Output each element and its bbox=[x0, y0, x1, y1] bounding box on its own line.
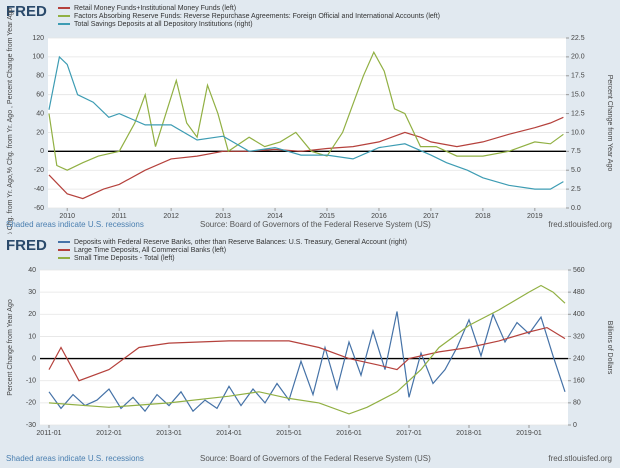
y-tick-label: -20 bbox=[26, 400, 36, 407]
y-tick-label: -10 bbox=[26, 378, 36, 385]
y-tick-label: -20 bbox=[34, 167, 44, 174]
y-tick-label: 0 bbox=[32, 355, 36, 362]
y2-tick-label: 15.0 bbox=[571, 92, 585, 99]
x-tick-label: 2011 bbox=[112, 213, 127, 220]
y-tick-label: 20 bbox=[36, 129, 44, 136]
x-tick-label: 2013 bbox=[215, 213, 231, 220]
legend-label: Large Time Deposits, All Commercial Bank… bbox=[74, 247, 226, 254]
y-tick-label: -60 bbox=[34, 205, 44, 212]
plot-area bbox=[40, 270, 568, 425]
y2-tick-label: 12.5 bbox=[571, 110, 585, 117]
y2-tick-label: 560 bbox=[573, 267, 585, 274]
x-tick-label: 2018 bbox=[475, 213, 491, 220]
x-tick-label: 2013-01 bbox=[156, 430, 182, 437]
legend-label: Factors Absorbing Reserve Funds: Reverse… bbox=[74, 13, 440, 20]
y-tick-label: 40 bbox=[36, 110, 44, 117]
logo: FRED bbox=[6, 3, 47, 20]
y-axis-label: % Chg. from Yr. Ago,% Chg. from Yr. Ago … bbox=[7, 7, 14, 238]
y2-tick-label: 240 bbox=[573, 355, 585, 362]
series-line bbox=[48, 311, 566, 413]
legend-label: Total Savings Deposits at all Depository… bbox=[74, 21, 253, 28]
y-tick-label: 80 bbox=[36, 73, 44, 80]
y2-tick-label: 80 bbox=[573, 400, 581, 407]
y2-tick-label: 160 bbox=[573, 378, 585, 385]
x-tick-label: 2011-01 bbox=[36, 430, 61, 437]
recession-note: Shaded areas indicate U.S. recessions bbox=[6, 454, 144, 463]
y-tick-label: 40 bbox=[28, 267, 36, 274]
x-tick-label: 2015-01 bbox=[276, 430, 302, 437]
y2-tick-label: 2.5 bbox=[571, 186, 581, 193]
site: fred.stlouisfed.org bbox=[548, 454, 612, 463]
y-tick-label: 60 bbox=[36, 92, 44, 99]
logo: FRED bbox=[6, 237, 47, 254]
x-tick-label: 2014 bbox=[267, 213, 283, 220]
y-tick-label: -30 bbox=[26, 422, 36, 429]
y-tick-label: 120 bbox=[32, 35, 44, 42]
y-axis-label: Percent Change from Year Ago bbox=[7, 299, 14, 396]
y2-tick-label: 10.0 bbox=[571, 129, 585, 136]
series-line bbox=[48, 326, 566, 382]
y2-axis-label: Billions of Dollars bbox=[606, 321, 613, 375]
y-tick-label: 100 bbox=[32, 54, 44, 61]
y-tick-label: -40 bbox=[34, 186, 44, 193]
x-tick-label: 2019-01 bbox=[516, 430, 542, 437]
site: fred.stlouisfed.org bbox=[548, 220, 612, 229]
x-tick-label: 2018-01 bbox=[456, 430, 482, 437]
recession-note: Shaded areas indicate U.S. recessions bbox=[6, 220, 144, 229]
x-tick-label: 2016-01 bbox=[336, 430, 362, 437]
y2-tick-label: 0.0 bbox=[571, 205, 581, 212]
y-tick-label: 10 bbox=[28, 333, 36, 340]
y-tick-label: 20 bbox=[28, 311, 36, 318]
x-tick-label: 2010 bbox=[59, 213, 75, 220]
series-line bbox=[48, 50, 564, 171]
x-tick-label: 2017-01 bbox=[396, 430, 422, 437]
series-line bbox=[48, 55, 564, 190]
y2-tick-label: 7.5 bbox=[571, 148, 581, 155]
y2-tick-label: 5.0 bbox=[571, 167, 581, 174]
legend-label: Deposits with Federal Reserve Banks, oth… bbox=[74, 239, 407, 246]
source: Source: Board of Governors of the Federa… bbox=[200, 220, 431, 229]
x-tick-label: 2017 bbox=[423, 213, 439, 220]
legend-label: Retail Money Funds+Institutional Money F… bbox=[74, 5, 236, 12]
x-tick-label: 2012-01 bbox=[96, 430, 122, 437]
y2-tick-label: 320 bbox=[573, 333, 585, 340]
y2-tick-label: 22.5 bbox=[571, 35, 585, 42]
series-line bbox=[48, 284, 566, 415]
y-tick-label: 0 bbox=[40, 148, 44, 155]
y2-tick-label: 0 bbox=[573, 422, 577, 429]
source: Source: Board of Governors of the Federa… bbox=[200, 454, 431, 463]
x-tick-label: 2012 bbox=[163, 213, 179, 220]
x-tick-label: 2016 bbox=[371, 213, 387, 220]
y-tick-label: 30 bbox=[28, 289, 36, 296]
y2-tick-label: 17.5 bbox=[571, 73, 585, 80]
legend-label: Small Time Deposits - Total (left) bbox=[74, 255, 175, 262]
x-tick-label: 2019 bbox=[527, 213, 543, 220]
plot-area bbox=[48, 38, 566, 208]
series-line bbox=[48, 116, 564, 200]
y2-tick-label: 20.0 bbox=[571, 54, 585, 61]
y2-tick-label: 400 bbox=[573, 311, 585, 318]
y2-tick-label: 480 bbox=[573, 289, 585, 296]
x-tick-label: 2014-01 bbox=[216, 430, 242, 437]
y2-axis-label: Percent Change from Year Ago bbox=[606, 75, 613, 172]
x-tick-label: 2015 bbox=[319, 213, 335, 220]
